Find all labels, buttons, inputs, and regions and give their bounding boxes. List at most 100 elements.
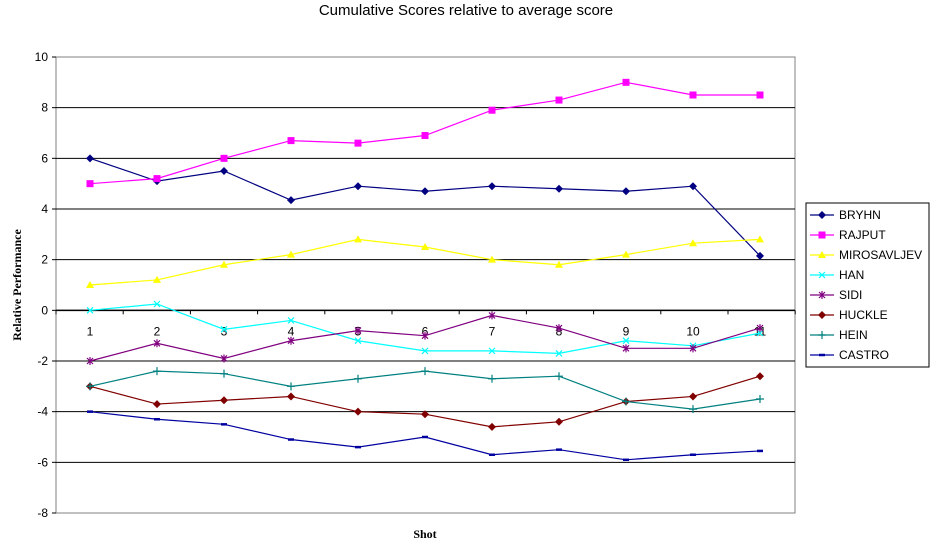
x-tick-label: 6 — [422, 324, 429, 338]
data-point-marker — [622, 187, 630, 196]
legend-box — [805, 202, 930, 368]
data-point-marker — [622, 397, 630, 406]
legend-item: SIDI — [810, 288, 862, 302]
data-point-marker — [220, 260, 228, 268]
data-point-marker — [756, 395, 764, 403]
legend-item: RAJPUT — [810, 228, 886, 242]
x-axis-label: Shot — [413, 527, 436, 541]
legend-item: CASTRO — [810, 348, 889, 362]
data-point-marker — [488, 374, 496, 383]
data-point-marker — [818, 331, 826, 339]
series-hein — [86, 367, 764, 414]
legend-item: HEIN — [810, 328, 868, 342]
data-point-marker — [220, 325, 228, 333]
series-bryhn — [86, 154, 764, 260]
data-point-marker — [555, 184, 563, 193]
y-tick-label: -8 — [37, 506, 48, 520]
data-point-marker — [354, 337, 362, 345]
data-point-marker — [818, 251, 826, 258]
series-huckle — [86, 372, 764, 431]
data-point-marker — [287, 317, 295, 324]
data-point-marker — [488, 422, 496, 431]
data-point-marker — [818, 211, 826, 219]
data-point-marker — [153, 339, 161, 348]
data-point-marker — [555, 260, 563, 268]
data-point-marker — [488, 347, 496, 355]
data-point-marker — [153, 367, 161, 376]
data-point-marker — [756, 251, 764, 260]
data-point-marker — [354, 139, 362, 147]
data-point-marker — [622, 337, 630, 345]
data-point-marker — [86, 281, 94, 288]
series-castro — [87, 410, 763, 462]
y-tick-label: -2 — [37, 354, 48, 368]
chart-title: Cumulative Scores relative to average sc… — [319, 2, 613, 19]
data-point-marker — [153, 300, 161, 308]
data-point-marker — [421, 243, 429, 250]
data-point-marker — [354, 407, 362, 416]
x-tick-label: 4 — [288, 324, 295, 338]
data-point-marker — [220, 167, 228, 175]
legend-item: MIROSAVLJEV — [810, 248, 922, 262]
data-point-marker — [421, 132, 429, 140]
y-tick-label: 0 — [41, 303, 48, 317]
data-point-marker — [555, 96, 563, 104]
data-point-marker — [220, 396, 228, 405]
data-point-marker — [689, 405, 697, 414]
data-point-marker — [689, 182, 697, 191]
data-point-marker — [488, 311, 496, 320]
data-point-marker — [220, 369, 228, 378]
series-mirosavljev — [86, 235, 764, 288]
data-point-marker — [622, 78, 630, 86]
data-point-marker — [555, 417, 563, 426]
data-point-marker — [818, 291, 826, 299]
data-point-marker — [756, 324, 764, 333]
series-sidi — [86, 311, 764, 365]
data-point-marker — [421, 331, 429, 340]
y-tick-label: -4 — [37, 405, 48, 419]
data-point-marker — [421, 347, 429, 355]
x-tick-label: 1 — [87, 324, 94, 338]
data-point-marker — [488, 255, 496, 263]
data-point-marker — [86, 306, 94, 314]
legend-label: HAN — [839, 268, 864, 282]
legend-label: BRYHN — [839, 208, 881, 222]
y-tick-label: 2 — [41, 253, 48, 267]
data-point-marker — [86, 357, 94, 365]
x-tick-label: 10 — [686, 324, 700, 338]
data-point-marker — [354, 374, 362, 383]
legend-label: CASTRO — [839, 348, 889, 362]
data-point-marker — [421, 367, 429, 376]
legend-label: SIDI — [839, 288, 862, 302]
data-point-marker — [756, 329, 764, 337]
data-point-marker — [287, 336, 295, 345]
data-point-marker — [153, 275, 161, 283]
data-point-marker — [818, 271, 826, 279]
data-point-marker — [818, 231, 826, 239]
data-point-marker — [287, 137, 295, 145]
y-tick-label: 10 — [35, 50, 49, 64]
data-point-marker — [689, 344, 697, 353]
data-point-marker — [287, 392, 295, 401]
y-axis-label: Relative Performance — [10, 229, 24, 341]
data-point-marker — [421, 410, 429, 419]
data-point-marker — [86, 154, 94, 163]
y-tick-label: 6 — [41, 151, 48, 165]
legend-item: BRYHN — [810, 208, 881, 222]
x-tick-label: 7 — [489, 324, 496, 338]
x-tick-label: 3 — [221, 324, 228, 338]
x-tick-label: 2 — [154, 324, 161, 338]
series-rajput — [86, 78, 764, 188]
plot-area — [55, 56, 796, 514]
data-point-marker — [555, 372, 563, 381]
data-point-marker — [86, 382, 94, 391]
data-point-marker — [287, 250, 295, 258]
data-point-marker — [756, 91, 764, 99]
data-point-marker — [488, 182, 496, 191]
data-point-marker — [354, 326, 362, 335]
data-point-marker — [555, 324, 563, 333]
data-point-marker — [622, 250, 630, 258]
series-han — [86, 300, 764, 357]
data-point-marker — [153, 175, 161, 183]
